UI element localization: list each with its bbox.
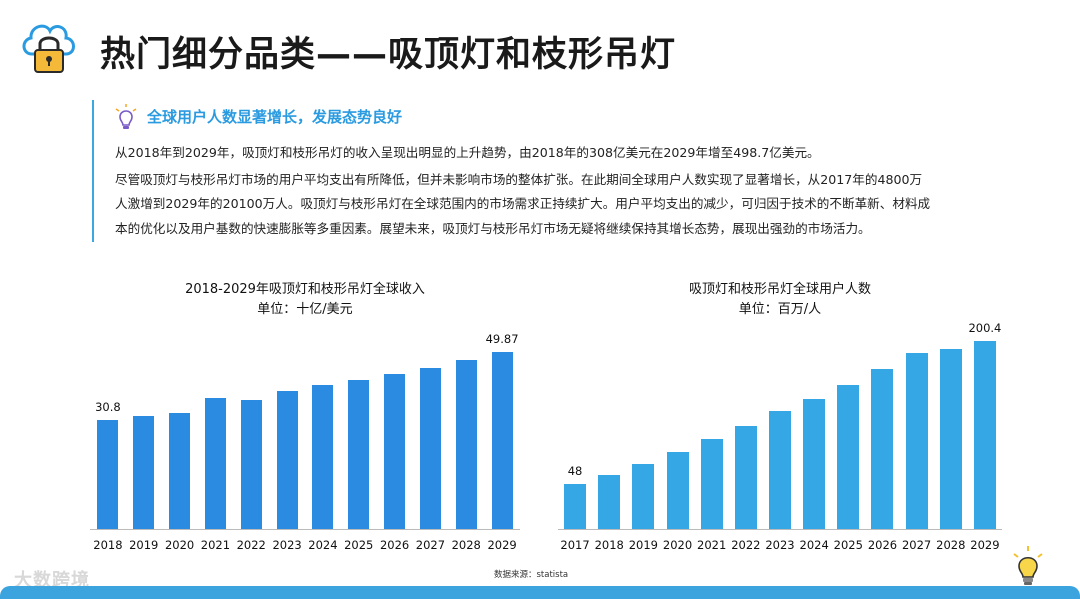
data-label: 48 (567, 463, 583, 478)
lightbulb-icon (1013, 546, 1043, 585)
cloud-lock-icon (22, 24, 75, 73)
summary-section: 全球用户人数显著增长，发展态势良好 从2018年到2029年，吸顶灯和枝形吊灯的… (92, 100, 1004, 242)
footer-bar (0, 586, 1080, 599)
bar-2022 (240, 400, 262, 529)
data-source: 数据来源：statista (494, 570, 569, 580)
chart-subtitle: 单位：十亿/美元 (257, 302, 353, 317)
x-tick-label: 2022 (236, 538, 266, 552)
bar-2026 (384, 373, 406, 529)
bar-2027 (419, 367, 441, 529)
bar-2022 (734, 425, 757, 529)
revenue-chart: 2018-2029年吸顶灯和枝形吊灯全球收入 单位：十亿/美元 2018 30.8… (90, 270, 520, 560)
x-tick-label: 2022 (731, 538, 761, 552)
x-tick-label: 2024 (799, 538, 829, 552)
x-tick-label: 2027 (901, 538, 932, 552)
bar-2028 (939, 348, 962, 529)
chart-title: 吸顶灯和枝形吊灯全球用户人数 (688, 282, 871, 297)
bar-2024 (312, 384, 334, 529)
bar-2023 (769, 410, 791, 529)
chart-subtitle: 单位：百万/人 (738, 302, 822, 317)
x-tick-label: 2019 (129, 538, 159, 552)
bar-2020 (169, 413, 191, 529)
bar-2017 (564, 483, 587, 529)
chart-title: 2018-2029年吸顶灯和枝形吊灯全球收入 (185, 282, 425, 297)
data-label: 49.87 (485, 331, 519, 346)
bar-2028 (455, 360, 477, 529)
x-tick-label: 2020 (164, 538, 195, 552)
x-tick-label: 2026 (867, 538, 898, 552)
x-tick-label: 2021 (697, 538, 727, 552)
x-tick-label: 2029 (487, 538, 517, 552)
bar-2019 (632, 464, 655, 529)
page-title: 热门细分品类——吸顶灯和枝形吊灯 (100, 35, 677, 75)
bar-2018 (97, 419, 119, 529)
bar-2019 (133, 415, 155, 529)
x-tick-label: 2017 (560, 538, 590, 552)
paragraph-line: 从2018年到2029年，吸顶灯和枝形吊灯的收入呈现出明显的上升趋势，由2018… (115, 145, 820, 160)
x-tick-label: 2025 (833, 538, 863, 552)
x-tick-label: 2028 (936, 538, 966, 552)
bar-2029 (973, 340, 996, 529)
bar-2024 (803, 399, 826, 529)
section-subheading: 全球用户人数显著增长，发展态势良好 (147, 108, 403, 126)
x-tick-label: 2028 (451, 538, 481, 552)
x-tick-label: 2020 (662, 538, 693, 552)
paragraph-line: 尽管吸顶灯与枝形吊灯市场的用户平均支出有所降低，但并未影响市场的整体扩张。在此期… (115, 172, 923, 187)
data-label: 30.8 (95, 399, 121, 414)
x-axis-line (90, 529, 520, 530)
bar-2029 (491, 351, 513, 529)
x-tick-label: 2021 (200, 538, 231, 552)
x-tick-label: 2023 (765, 538, 795, 552)
lightbulb-icon (115, 104, 137, 129)
x-axis-line (558, 529, 1002, 530)
x-tick-label: 2029 (970, 538, 1000, 552)
x-tick-label: 2025 (344, 538, 374, 552)
paragraph-line: 人激增到2029年的20100万人。吸顶灯与枝形吊灯在全球范围内的市场需求正持续… (115, 196, 931, 211)
bar-2023 (276, 390, 298, 529)
x-tick-label: 2026 (379, 538, 410, 552)
users-chart: 吸顶灯和枝形吊灯全球用户人数 单位：百万/人 2017 48 2018 2019 202… (558, 270, 1002, 560)
x-tick-label: 2023 (272, 538, 302, 552)
paragraph-line: 本的优化以及用户基数的快速膨胀等多重因素。展望未来，吸顶灯与枝形吊灯市场无疑将继… (115, 221, 871, 236)
bar-2020 (666, 452, 689, 529)
bar-2018 (598, 475, 621, 529)
data-label: 200.4 (968, 320, 1002, 335)
x-tick-label: 2024 (308, 538, 338, 552)
bar-2021 (700, 438, 723, 529)
bar-2021 (204, 398, 226, 529)
bar-2025 (348, 379, 370, 529)
bar-2027 (905, 353, 928, 529)
brand-watermark: 大数跨境 (14, 570, 90, 591)
x-tick-label: 2019 (628, 538, 659, 552)
x-tick-label: 2018 (93, 538, 123, 552)
bar-2026 (871, 369, 894, 529)
bar-2025 (837, 385, 860, 529)
x-tick-label: 2027 (415, 538, 446, 552)
x-tick-label: 2018 (594, 538, 624, 552)
